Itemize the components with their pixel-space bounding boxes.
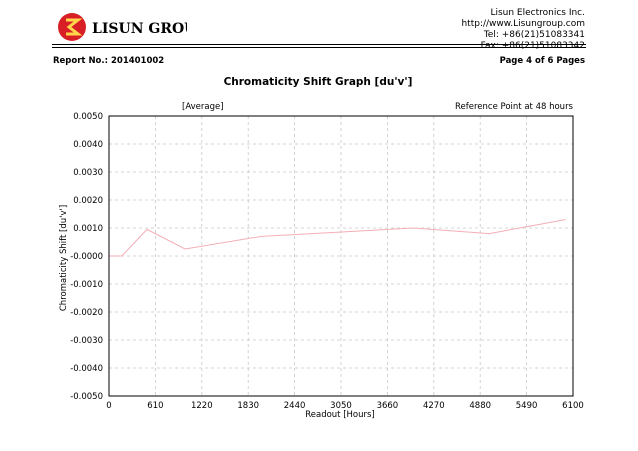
report-number: Report No.: 201401002 [53, 56, 165, 66]
y-tick-label: -0.0050 [70, 392, 103, 402]
y-tick-label: -0.0010 [70, 280, 103, 290]
y-tick-label: 0.0020 [73, 196, 103, 206]
x-tick-label: 6100 [562, 401, 584, 411]
company-website: http://www.Lisungroup.com [461, 19, 585, 29]
logo-mark-icon [66, 18, 83, 36]
company-info: Lisun Electronics Inc. http://www.Lisung… [461, 8, 585, 52]
y-tick-label: -0.0000 [70, 252, 103, 262]
y-tick-label: 0.0040 [73, 140, 103, 150]
x-tick-label: 3050 [330, 401, 352, 411]
x-tick-label: 0 [106, 401, 111, 411]
x-tick-label: 610 [147, 401, 163, 411]
x-tick-label: 3660 [377, 401, 399, 411]
x-tick-label: 4270 [423, 401, 445, 411]
x-tick-label: 2440 [284, 401, 306, 411]
y-tick-label: -0.0040 [70, 364, 103, 374]
x-tick-label: 5490 [516, 401, 538, 411]
x-tick-label: 4880 [469, 401, 491, 411]
y-axis-label: Chromaticity Shift [du'v'] [59, 205, 69, 311]
x-axis-label: Readout [Hours] [305, 410, 375, 420]
chart-title: Chromaticity Shift Graph [du'v'] [224, 76, 413, 88]
page-number: Page 4 of 6 Pages [499, 56, 585, 66]
chart-subtitle-left: [Average] [182, 102, 224, 112]
plot-frame [108, 115, 574, 397]
x-tick-label: 1830 [237, 401, 259, 411]
lisun-logo: LISUN GROUP [58, 13, 187, 41]
x-tick-label: 1220 [191, 401, 213, 411]
company-name: Lisun Electronics Inc. [490, 8, 585, 18]
company-fax: Fax: +86(21)51083342 [480, 41, 585, 51]
chart-subtitle-right: Reference Point at 48 hours [455, 102, 574, 112]
y-tick-label: 0.0050 [73, 112, 103, 122]
logo-text: LISUN GROUP [92, 21, 187, 37]
header-divider [52, 44, 586, 45]
y-tick-label: -0.0030 [70, 336, 103, 346]
y-tick-label: 0.0010 [73, 224, 103, 234]
series-line-average [109, 219, 566, 257]
y-tick-label: -0.0020 [70, 308, 103, 318]
company-tel: Tel: +86(21)51083341 [483, 30, 585, 40]
y-tick-label: 0.0030 [73, 168, 103, 178]
header-divider-2 [52, 47, 586, 48]
